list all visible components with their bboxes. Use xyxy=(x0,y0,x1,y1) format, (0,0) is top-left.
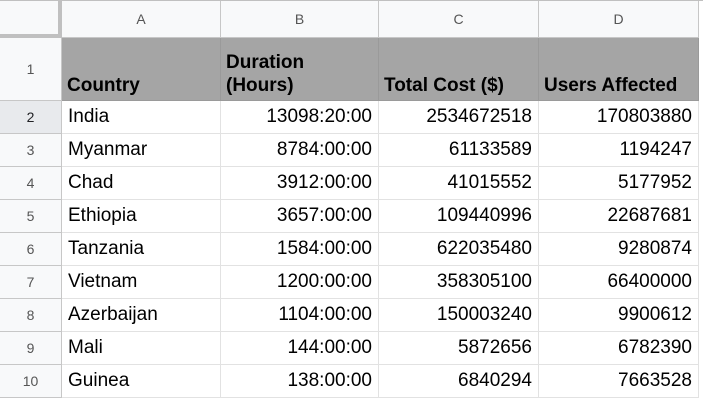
row-header-2[interactable]: 2 xyxy=(0,101,62,134)
cell-users-affected[interactable]: 1194247 xyxy=(539,134,699,167)
row-header-7[interactable]: 7 xyxy=(0,266,62,299)
cell-total-cost[interactable]: 150003240 xyxy=(379,299,539,332)
row-header-4[interactable]: 4 xyxy=(0,167,62,200)
cell-duration[interactable]: 3657:00:00 xyxy=(221,200,379,233)
row-header-8[interactable]: 8 xyxy=(0,299,62,332)
row-header-3[interactable]: 3 xyxy=(0,134,62,167)
cell-country[interactable]: Myanmar xyxy=(62,134,221,167)
row-header-1[interactable]: 1 xyxy=(0,38,62,101)
cell-users-affected[interactable]: 170803880 xyxy=(539,101,699,134)
cell-total-cost[interactable]: 358305100 xyxy=(379,266,539,299)
cell-country[interactable]: Vietnam xyxy=(62,266,221,299)
row-header-5[interactable]: 5 xyxy=(0,200,62,233)
column-header-c[interactable]: C xyxy=(379,1,539,38)
row-header-9[interactable]: 9 xyxy=(0,332,62,365)
cell-duration[interactable]: 8784:00:00 xyxy=(221,134,379,167)
cell-duration[interactable]: 13098:20:00 xyxy=(221,101,379,134)
cell-duration[interactable]: 1584:00:00 xyxy=(221,233,379,266)
cell-country[interactable]: Guinea xyxy=(62,365,221,398)
cell-total-cost[interactable]: 109440996 xyxy=(379,200,539,233)
cell-duration[interactable]: 3912:00:00 xyxy=(221,167,379,200)
header-cell-duration-text: Duration (Hours) xyxy=(226,52,305,96)
cell-users-affected[interactable]: 66400000 xyxy=(539,266,699,299)
row-header-10[interactable]: 10 xyxy=(0,365,62,398)
column-header-b[interactable]: B xyxy=(221,1,379,38)
cell-users-affected[interactable]: 5177952 xyxy=(539,167,699,200)
cell-total-cost[interactable]: 41015552 xyxy=(379,167,539,200)
header-cell-total-cost[interactable]: Total Cost ($) xyxy=(379,38,539,101)
cell-duration[interactable]: 138:00:00 xyxy=(221,365,379,398)
cell-users-affected[interactable]: 9900612 xyxy=(539,299,699,332)
cell-total-cost[interactable]: 2534672518 xyxy=(379,101,539,134)
cell-users-affected[interactable]: 22687681 xyxy=(539,200,699,233)
cell-duration[interactable]: 144:00:00 xyxy=(221,332,379,365)
header-cell-users-affected[interactable]: Users Affected xyxy=(539,38,699,101)
column-header-a[interactable]: A xyxy=(62,1,221,38)
cell-country[interactable]: Mali xyxy=(62,332,221,365)
select-all-corner[interactable] xyxy=(0,1,62,38)
cell-total-cost[interactable]: 6840294 xyxy=(379,365,539,398)
cell-duration[interactable]: 1200:00:00 xyxy=(221,266,379,299)
header-cell-country[interactable]: Country xyxy=(62,38,221,101)
cell-total-cost[interactable]: 5872656 xyxy=(379,332,539,365)
cell-country[interactable]: India xyxy=(62,101,221,134)
cell-total-cost[interactable]: 61133589 xyxy=(379,134,539,167)
cell-users-affected[interactable]: 9280874 xyxy=(539,233,699,266)
cell-country[interactable]: Chad xyxy=(62,167,221,200)
cell-users-affected[interactable]: 7663528 xyxy=(539,365,699,398)
cell-country[interactable]: Ethiopia xyxy=(62,200,221,233)
cell-country[interactable]: Tanzania xyxy=(62,233,221,266)
cell-country[interactable]: Azerbaijan xyxy=(62,299,221,332)
cell-users-affected[interactable]: 6782390 xyxy=(539,332,699,365)
cell-total-cost[interactable]: 622035480 xyxy=(379,233,539,266)
header-cell-duration[interactable]: Duration (Hours) xyxy=(221,38,379,101)
cell-duration[interactable]: 1104:00:00 xyxy=(221,299,379,332)
row-header-6[interactable]: 6 xyxy=(0,233,62,266)
column-header-d[interactable]: D xyxy=(539,1,699,38)
